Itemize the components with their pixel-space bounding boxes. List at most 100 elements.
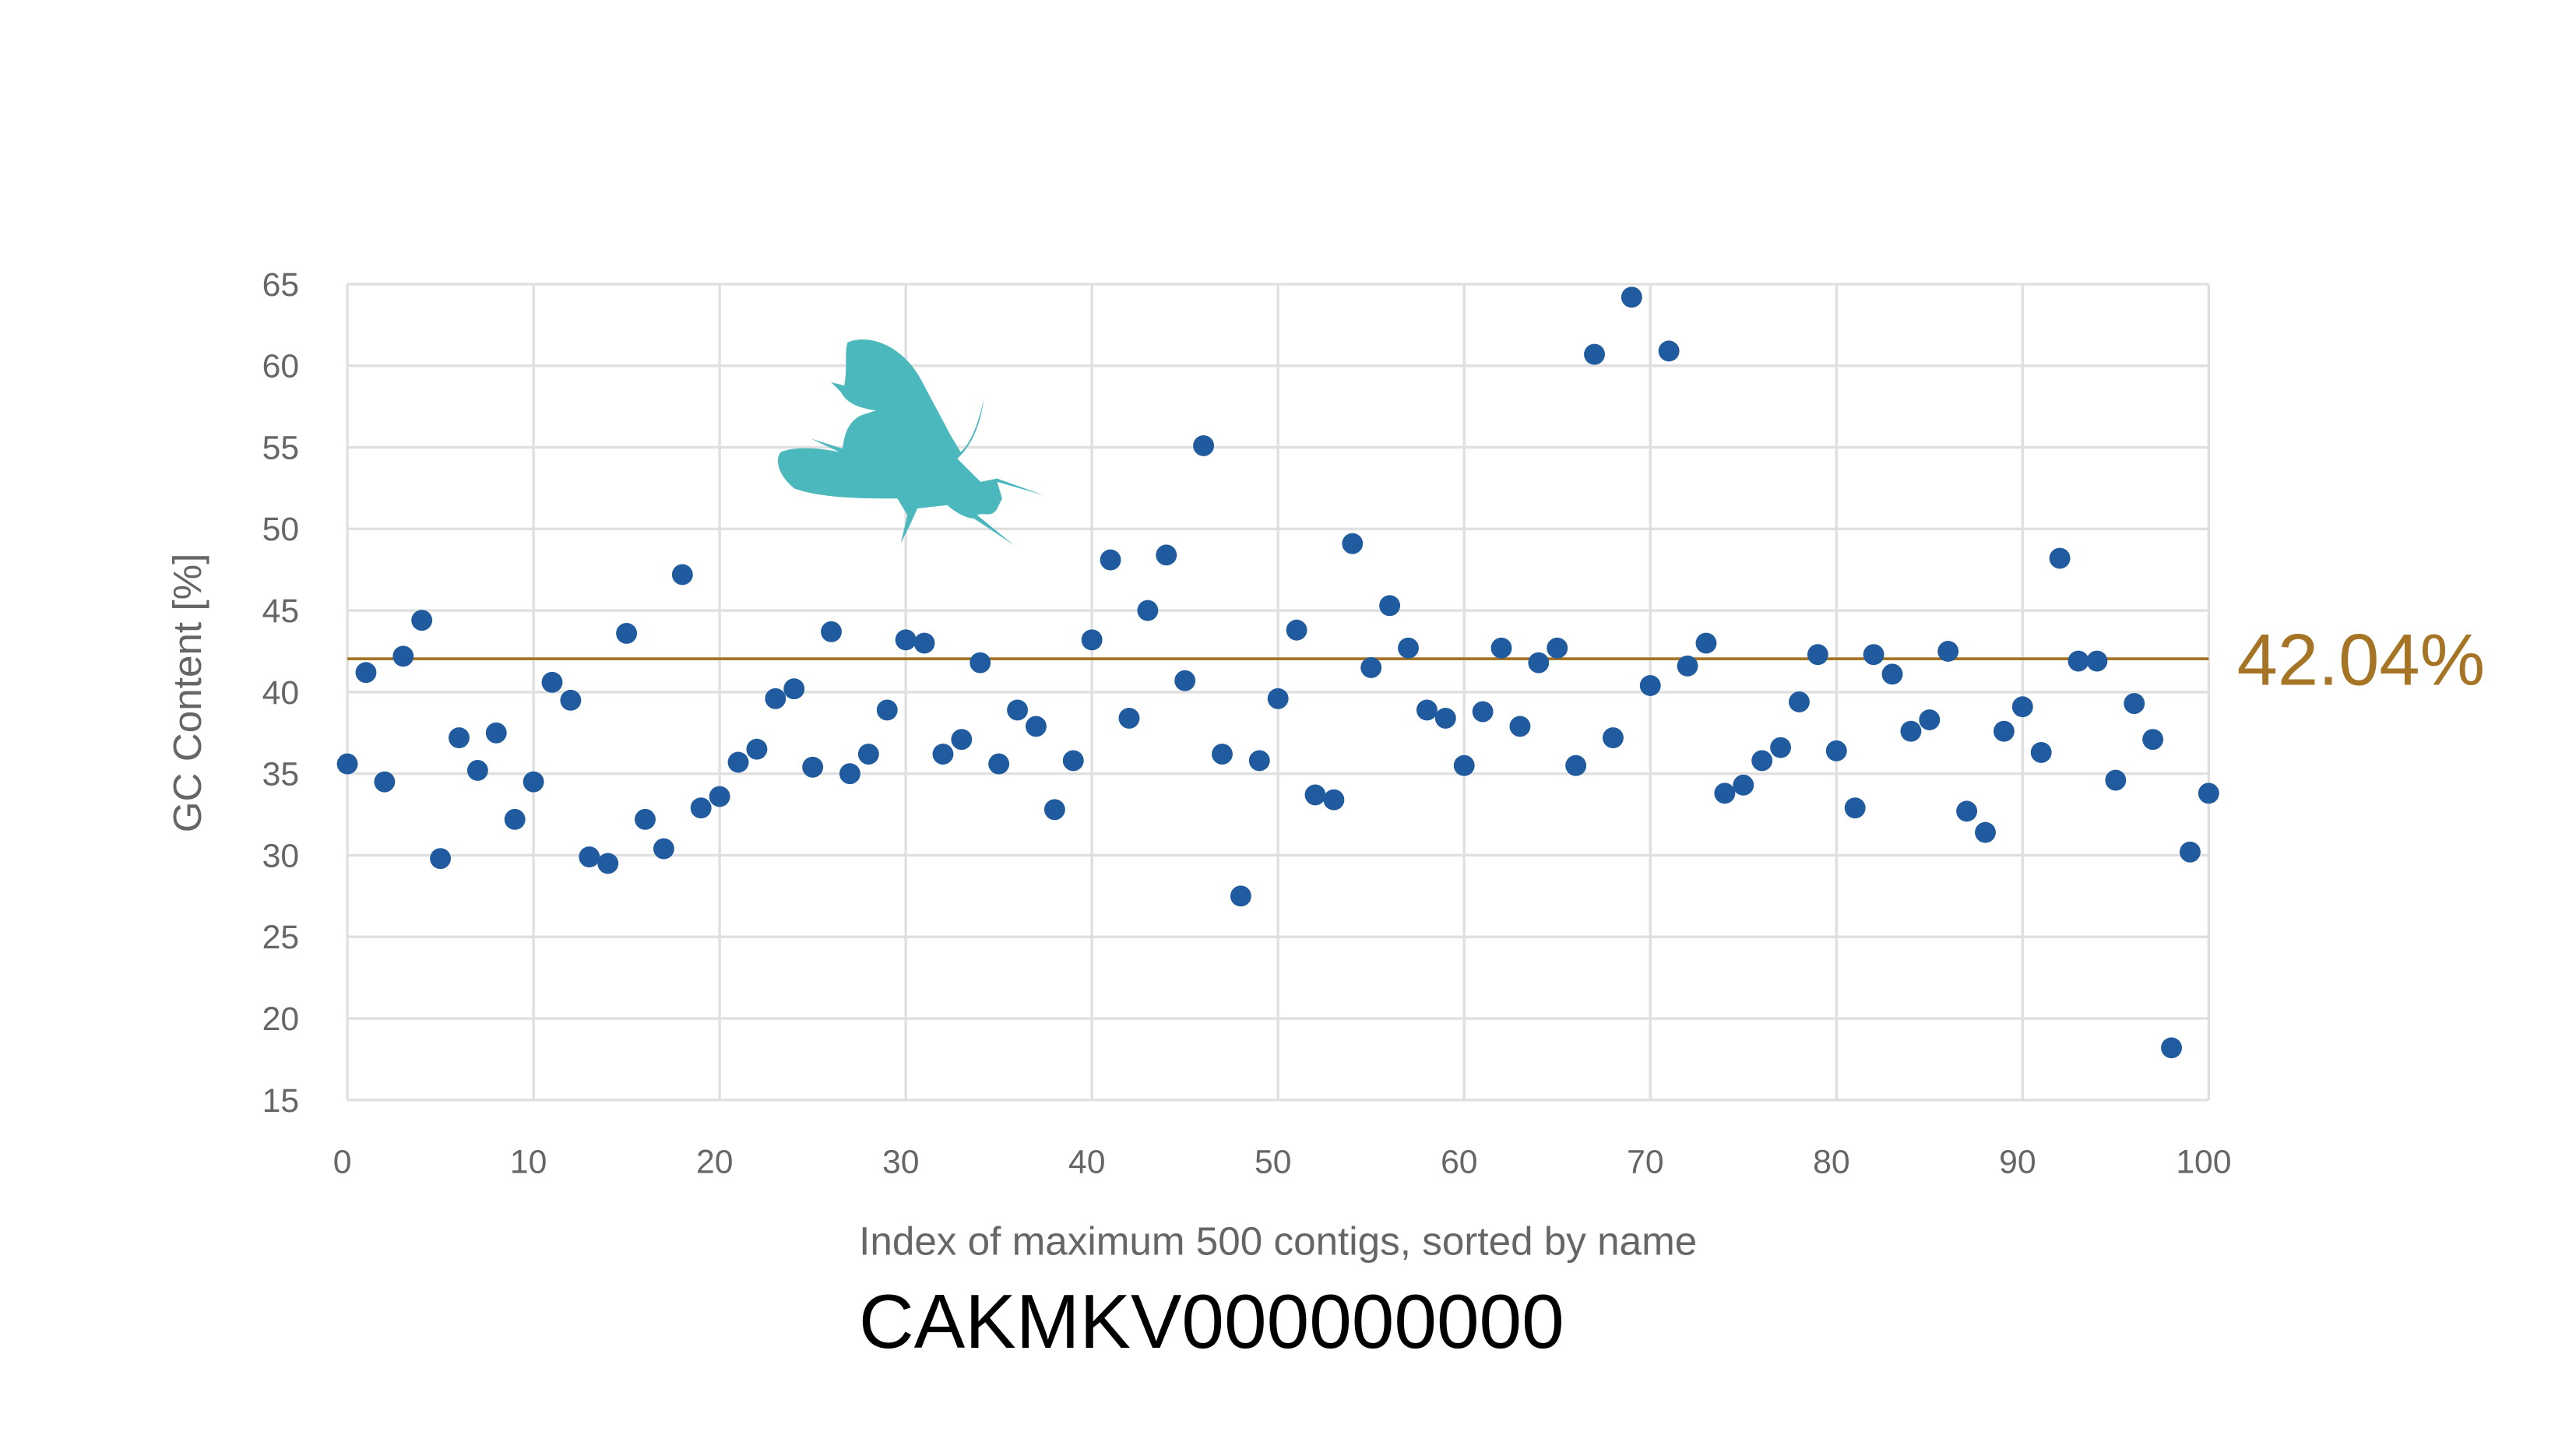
data-point — [1490, 637, 1512, 659]
data-point — [746, 738, 768, 760]
data-point — [1043, 799, 1065, 821]
data-point — [2067, 650, 2089, 672]
data-point — [430, 848, 452, 870]
data-point — [485, 722, 507, 744]
data-points — [336, 287, 2219, 1059]
y-tick-label: 65 — [262, 266, 299, 304]
data-point — [2179, 841, 2201, 863]
y-tick-label: 55 — [262, 429, 299, 466]
data-point — [1584, 343, 1605, 365]
data-point — [1695, 632, 1717, 654]
y-tick-label: 30 — [262, 837, 299, 874]
data-point — [1844, 797, 1866, 819]
data-point — [616, 622, 638, 644]
data-point — [1100, 549, 1121, 571]
data-point — [1156, 544, 1177, 566]
y-tick-label: 40 — [262, 674, 299, 712]
y-tick-label: 60 — [262, 348, 299, 385]
data-point — [802, 756, 824, 778]
data-point — [709, 786, 730, 807]
data-point — [1602, 727, 1624, 749]
data-point — [1956, 800, 1978, 822]
y-tick-label: 45 — [262, 593, 299, 630]
data-point — [988, 753, 1010, 775]
data-point — [597, 853, 619, 874]
data-point — [523, 771, 544, 793]
data-point — [355, 662, 377, 684]
data-point — [913, 632, 935, 654]
data-point — [635, 808, 656, 830]
data-point — [932, 744, 954, 765]
x-tick-label: 40 — [1068, 1144, 1105, 1181]
data-point — [449, 727, 470, 749]
x-tick-label: 10 — [510, 1144, 547, 1181]
data-point — [857, 744, 879, 765]
data-point — [1137, 600, 1159, 621]
data-point — [1342, 533, 1364, 554]
x-tick-label: 90 — [1999, 1144, 2036, 1181]
data-point — [1733, 774, 1754, 796]
data-point — [1565, 754, 1587, 776]
data-point — [374, 771, 396, 793]
data-point — [1118, 707, 1140, 729]
data-point — [541, 671, 563, 693]
data-point — [1993, 720, 2015, 742]
data-point — [1863, 644, 1884, 666]
data-point — [765, 688, 787, 709]
data-point — [1230, 885, 1251, 907]
data-point — [466, 760, 488, 781]
data-point — [783, 678, 805, 700]
data-point — [1286, 619, 1307, 641]
data-point — [1621, 287, 1642, 308]
data-point — [2011, 696, 2033, 718]
data-point — [1807, 644, 1828, 666]
data-point — [560, 689, 582, 711]
data-point — [1547, 637, 1568, 659]
data-point — [1026, 716, 1047, 737]
data-point — [392, 645, 414, 667]
y-axis-ticks: 15 20 25 30 35 40 45 50 55 60 65 — [262, 266, 299, 1120]
y-axis-label: GC Content [%] — [165, 554, 209, 833]
x-tick-label: 0 — [333, 1144, 352, 1181]
x-tick-label: 80 — [1813, 1144, 1849, 1181]
data-point — [690, 797, 712, 819]
y-tick-label: 35 — [262, 756, 299, 793]
data-point — [2086, 650, 2108, 672]
data-point — [1789, 691, 1810, 712]
data-point — [1881, 663, 1903, 685]
data-point — [579, 846, 600, 868]
data-point — [1267, 688, 1289, 709]
data-point — [821, 621, 842, 642]
data-point — [336, 753, 358, 775]
data-point — [1472, 701, 1494, 723]
data-point — [895, 629, 917, 651]
data-point — [671, 564, 693, 586]
data-point — [1528, 652, 1550, 674]
data-point — [1509, 716, 1531, 737]
x-tick-label: 50 — [1255, 1144, 1291, 1181]
data-point — [1398, 637, 1419, 659]
x-axis-ticks: 0 10 20 30 40 50 60 70 80 90 100 — [333, 1144, 2232, 1181]
data-point — [1658, 340, 1680, 362]
data-point — [1323, 789, 1345, 811]
data-point — [1919, 709, 1941, 730]
data-point — [1081, 629, 1103, 651]
data-point — [1825, 740, 1847, 761]
data-point — [1379, 595, 1401, 617]
data-point — [2105, 769, 2127, 791]
x-axis-label: Index of maximum 500 contigs, sorted by … — [859, 1219, 1697, 1263]
data-point — [1304, 784, 1326, 806]
data-point — [1416, 699, 1438, 721]
data-point — [2142, 729, 2164, 751]
data-point — [839, 763, 860, 785]
data-point — [1975, 821, 1996, 843]
data-point — [1174, 670, 1196, 691]
data-point — [970, 652, 991, 674]
data-point — [1212, 744, 1233, 765]
data-point — [951, 729, 973, 751]
data-point — [1937, 641, 1959, 662]
data-point — [1434, 707, 1456, 729]
data-point — [653, 838, 674, 860]
y-tick-label: 25 — [262, 919, 299, 956]
